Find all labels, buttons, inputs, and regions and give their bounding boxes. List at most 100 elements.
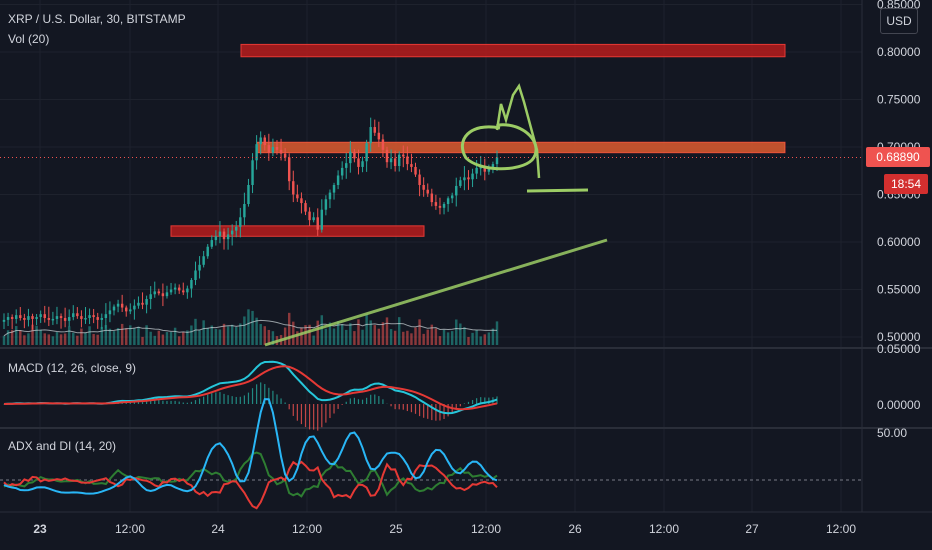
volume-bar	[202, 320, 205, 345]
candle-body	[19, 315, 22, 318]
volume-bar	[393, 330, 397, 345]
candle-body	[63, 318, 67, 321]
volume-bar	[206, 327, 209, 345]
macd-tick-label: 0.00000	[877, 398, 921, 412]
macd-histogram-bar	[431, 404, 433, 421]
candle-body	[165, 292, 169, 297]
macd-histogram-bar	[137, 401, 140, 404]
volume-bar	[320, 315, 324, 345]
volume-bar	[304, 325, 307, 345]
volume-bar	[369, 320, 372, 345]
macd-histogram-bar	[414, 404, 417, 414]
volume-bar	[406, 330, 409, 345]
volume-bar	[312, 335, 315, 345]
volume-bar	[173, 327, 177, 345]
macd-histogram-bar	[158, 399, 160, 404]
macd-histogram-bar	[341, 404, 343, 405]
candle-body	[222, 231, 226, 240]
candle-body	[104, 314, 108, 318]
candle-body	[108, 310, 112, 315]
volume-bar	[450, 331, 454, 345]
candle-body	[459, 180, 462, 186]
macd-histogram-bar	[215, 392, 217, 404]
candle-body	[2, 319, 6, 322]
volume-bar	[247, 309, 250, 345]
volume-bar	[182, 332, 185, 345]
volume-bar	[125, 328, 128, 345]
candle-body	[304, 203, 307, 212]
macd-histogram-bar	[476, 398, 478, 404]
candle-body	[324, 199, 328, 210]
macd-histogram-bar	[194, 400, 197, 404]
volume-bar	[418, 319, 421, 345]
volume-label: Vol (20)	[8, 32, 50, 46]
volume-bar	[88, 326, 91, 345]
volume-bar	[39, 329, 42, 345]
candle-body	[345, 163, 348, 168]
volume-bar	[475, 330, 478, 345]
macd-histogram-bar	[284, 402, 286, 404]
candle-body	[177, 287, 181, 291]
volume-bar	[72, 332, 75, 345]
volume-bar	[377, 328, 381, 345]
price-tick-label: 0.75000	[877, 93, 921, 107]
macd-histogram-bar	[435, 404, 437, 421]
macd-histogram-bar	[182, 402, 184, 404]
candle-body	[247, 185, 250, 204]
candle-body	[47, 318, 51, 320]
candle-body	[418, 174, 421, 185]
macd-histogram-bar	[129, 402, 131, 404]
volume-bar	[459, 323, 462, 345]
volume-bar	[133, 328, 136, 345]
candle-body	[312, 217, 315, 221]
macd-histogram-bar	[211, 393, 213, 404]
candle-body	[463, 177, 466, 181]
macd-histogram-bar	[353, 397, 355, 404]
candle-body	[125, 307, 128, 312]
macd-histogram-bar	[264, 384, 266, 404]
currency-button[interactable]: USD	[880, 8, 918, 34]
candle-body	[316, 217, 319, 230]
macd-histogram-bar	[227, 395, 229, 404]
adx-label: ADX and DI (14, 20)	[8, 439, 117, 453]
volume-bar	[308, 324, 311, 345]
candle-body	[389, 158, 393, 163]
macd-signal-line	[3, 365, 498, 411]
volume-bar	[414, 327, 417, 345]
volume-bar	[67, 326, 71, 345]
macd-histogram-bar	[361, 399, 364, 404]
macd-histogram-bar	[3, 404, 5, 405]
volume-bar	[6, 330, 10, 345]
volume-bar	[84, 332, 87, 345]
candle-body	[23, 318, 26, 320]
trendline-drawing	[264, 238, 608, 347]
volume-bar	[357, 319, 360, 345]
candle-body	[59, 316, 63, 318]
candle-body	[353, 151, 356, 159]
candle-body	[84, 318, 87, 320]
candle-body	[190, 280, 193, 289]
macd-histogram-bar	[256, 384, 258, 404]
candle-body	[186, 288, 189, 293]
candle-body	[393, 158, 397, 166]
volume-bar	[23, 335, 26, 345]
volume-bar	[271, 331, 275, 345]
candle-body	[88, 315, 91, 318]
macd-histogram-bar	[467, 401, 470, 404]
volume-bar	[283, 327, 287, 345]
candle-body	[455, 185, 458, 196]
macd-histogram-bar	[345, 401, 347, 404]
volume-bar	[410, 333, 413, 345]
volume-bar	[267, 329, 271, 345]
volume-bar	[446, 332, 450, 345]
volume-bar	[55, 332, 59, 345]
volume-bar	[479, 336, 482, 345]
candle-body	[76, 313, 79, 317]
macd-histogram-bar	[447, 404, 449, 417]
volume-bar	[222, 323, 226, 345]
macd-histogram-bar	[231, 396, 233, 404]
candle-body	[365, 143, 368, 162]
candle-body	[243, 204, 246, 218]
macd-histogram-bar	[410, 404, 413, 413]
